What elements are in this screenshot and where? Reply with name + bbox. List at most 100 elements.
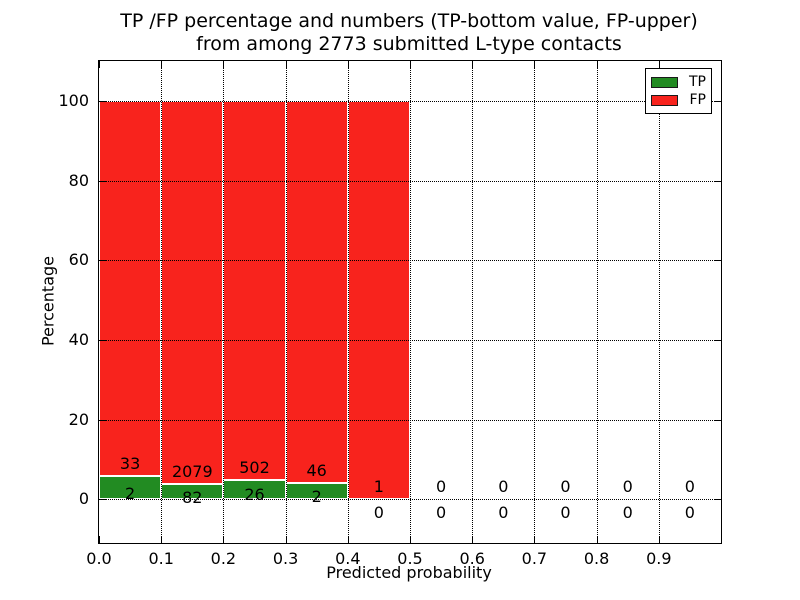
- gridline-x: [223, 61, 225, 543]
- tp-count-label: 0: [684, 503, 695, 523]
- x-tick-top: [285, 61, 287, 68]
- x-tick-label: 0.0: [86, 549, 112, 568]
- x-tick-top: [99, 61, 100, 68]
- y-tick-right: [714, 260, 721, 262]
- x-tick-top: [410, 61, 411, 68]
- x-tick-bottom: [161, 536, 163, 543]
- x-tick-bottom: [410, 536, 411, 543]
- x-tick-top: [223, 61, 225, 68]
- x-tick-top: [472, 61, 474, 68]
- gridline-y: [99, 499, 721, 501]
- x-tick-top: [534, 61, 536, 68]
- y-tick-right: [714, 180, 721, 182]
- gridline-y: [99, 339, 721, 341]
- x-tick-label: 0.6: [459, 549, 485, 568]
- chart-title-line2: from among 2773 submitted L-type contact…: [196, 33, 622, 55]
- x-tick-bottom: [658, 536, 660, 543]
- gridline-y: [99, 419, 721, 421]
- y-tick-left: [99, 180, 106, 182]
- gridline-x: [472, 61, 474, 543]
- x-axis-label: Predicted probability: [326, 563, 492, 582]
- gridline-y: [99, 260, 721, 262]
- y-tick-left: [99, 100, 106, 102]
- fp-count-label: 0: [560, 477, 571, 497]
- y-tick-left: [99, 339, 106, 341]
- legend-swatch-fp-icon: [651, 94, 678, 106]
- tp-count-label: 2: [125, 483, 136, 503]
- x-tick-top: [161, 61, 163, 68]
- x-tick-label: 0.3: [272, 549, 299, 568]
- tp-count-label: 2: [311, 486, 322, 506]
- bar-fp: [285, 100, 348, 483]
- gridline-x: [347, 61, 349, 543]
- x-tick-top: [658, 61, 660, 68]
- x-tick-label: 0.8: [583, 549, 610, 568]
- x-tick-label: 0.4: [335, 549, 361, 568]
- x-tick-bottom: [596, 536, 598, 543]
- fp-count-label: 0: [436, 477, 447, 497]
- bar-fp: [223, 100, 286, 480]
- x-tick-label: 0.1: [148, 549, 174, 568]
- legend-swatch-tp-icon: [651, 76, 678, 88]
- tp-count-label: 26: [244, 485, 265, 505]
- gridline-x: [658, 61, 660, 543]
- legend-entry-fp: FP: [651, 91, 707, 108]
- y-tick-left: [99, 419, 106, 421]
- gridline-x: [410, 61, 411, 543]
- x-tick-bottom: [99, 536, 100, 543]
- y-tick-label: 20: [68, 409, 89, 429]
- y-tick-right: [714, 419, 721, 421]
- fp-count-label: 0: [684, 477, 695, 497]
- tp-count-label: 0: [560, 503, 571, 523]
- x-tick-top: [347, 61, 349, 68]
- bar-fp: [161, 100, 224, 485]
- y-tick-right: [714, 100, 721, 102]
- x-tick-top: [596, 61, 598, 68]
- x-tick-bottom: [472, 536, 474, 543]
- fp-count-label: 502: [239, 457, 270, 477]
- fp-count-label: 0: [622, 477, 633, 497]
- bar-tp: [99, 476, 162, 500]
- x-tick-label: 0.9: [646, 549, 672, 568]
- x-tick-bottom: [223, 536, 225, 543]
- y-tick-label: 100: [58, 90, 89, 110]
- y-tick-right: [714, 339, 721, 341]
- tp-count-label: 82: [182, 487, 203, 507]
- y-tick-left: [99, 260, 106, 262]
- x-tick-bottom: [285, 536, 287, 543]
- chart-title: TP /FP percentage and numbers (TP-bottom…: [98, 10, 720, 56]
- gridline-x: [534, 61, 536, 543]
- gridline-x: [285, 61, 287, 543]
- tp-count-label: 0: [436, 503, 447, 523]
- bar-fp: [347, 100, 410, 500]
- tp-count-label: 0: [498, 503, 509, 523]
- chart-title-line1: TP /FP percentage and numbers (TP-bottom…: [120, 10, 698, 32]
- y-tick-label: 40: [68, 329, 89, 349]
- tp-count-label: 0: [373, 503, 384, 523]
- y-tick-label: 60: [68, 250, 89, 270]
- x-tick-label: 0.2: [210, 549, 237, 568]
- bar-fp: [99, 100, 162, 477]
- tp-count-label: 0: [622, 503, 633, 523]
- x-tick-bottom: [534, 536, 536, 543]
- legend: TP FP: [645, 68, 712, 114]
- y-tick-label: 0: [78, 489, 89, 509]
- legend-label-fp: FP: [689, 91, 707, 108]
- gridline-x: [596, 61, 598, 543]
- y-tick-right: [714, 499, 721, 501]
- y-tick-label: 80: [68, 170, 89, 190]
- y-tick-left: [99, 499, 106, 501]
- gridline-y: [99, 100, 721, 102]
- fp-count-label: 33: [119, 454, 141, 474]
- gridline-y: [99, 180, 721, 182]
- plot-area: TP FP 33 2 2079 82 502 26 46 2 1 0 0 0 0 0 0 0 0 0 0 0 0.0 0.…: [58, 60, 722, 568]
- fp-count-label: 46: [306, 460, 327, 480]
- x-tick-label: 0.7: [521, 549, 548, 568]
- fp-count-label: 1: [373, 477, 384, 497]
- fp-count-label: 0: [498, 477, 509, 497]
- legend-entry-tp: TP: [651, 73, 706, 90]
- legend-label-tp: TP: [689, 73, 706, 90]
- x-tick-label: 0.5: [397, 549, 423, 568]
- x-tick-bottom: [347, 536, 349, 543]
